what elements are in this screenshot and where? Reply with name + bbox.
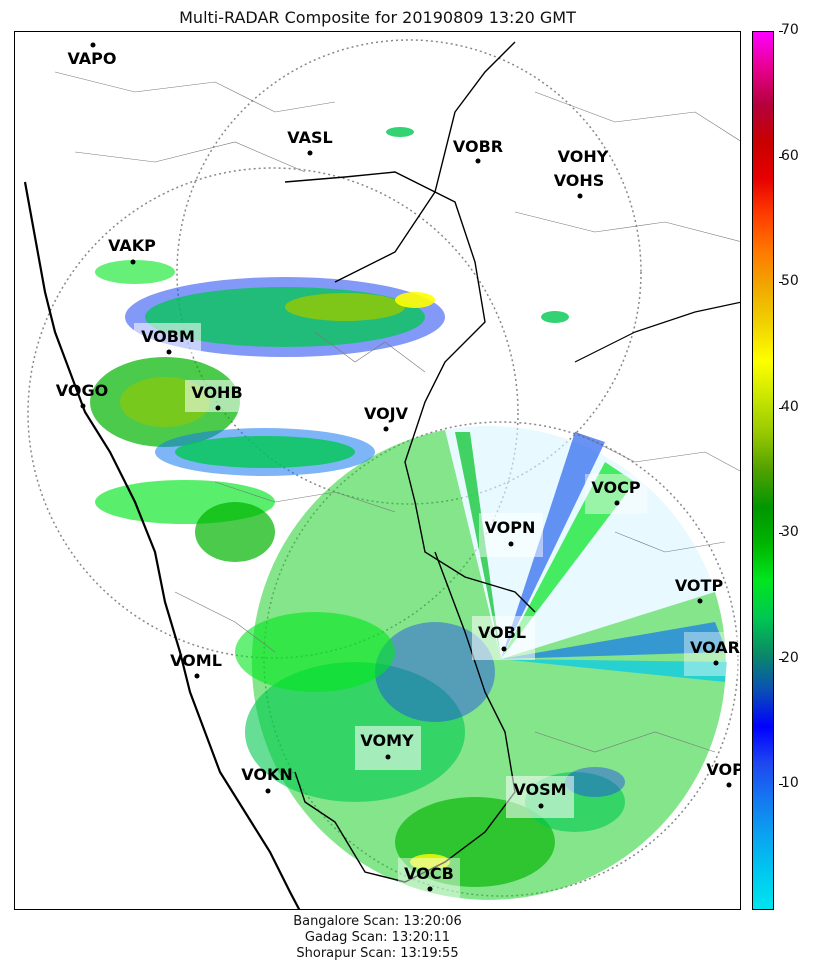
- station-marker: [427, 886, 433, 892]
- station-marker: [90, 42, 96, 48]
- station-marker: [475, 158, 481, 164]
- district-boundaries: [54, 71, 740, 753]
- station-vobm[interactable]: VOBM: [134, 323, 201, 355]
- station-marker: [307, 150, 313, 156]
- station-marker: [383, 426, 389, 432]
- station-label: VOAR: [690, 638, 740, 657]
- station-marker: [166, 349, 172, 355]
- station-marker: [385, 754, 391, 760]
- station-label: VAPO: [67, 49, 116, 68]
- gadag-range-ring: [27, 167, 519, 659]
- station-voar[interactable]: VOAR: [684, 632, 741, 676]
- boundary-lines: [23, 41, 740, 909]
- station-marker: [713, 660, 719, 666]
- station-vasl[interactable]: VASL: [287, 128, 333, 156]
- station-label: VOBM: [141, 327, 195, 346]
- station-marker: [130, 259, 136, 265]
- station-vosm[interactable]: VOSM: [506, 776, 574, 818]
- station-voml[interactable]: VOML: [170, 651, 222, 679]
- station-vohs[interactable]: VOHS: [554, 171, 605, 199]
- colorbar-tick-70: 70: [779, 22, 799, 38]
- bangalore-scan-time: Bangalore Scan: 13:20:06: [293, 914, 462, 929]
- station-marker: [614, 500, 620, 506]
- station-marker: [508, 541, 514, 547]
- station-label: VOSM: [513, 780, 566, 799]
- station-label: VOBR: [453, 137, 503, 156]
- colorbar-tick-40: 40: [779, 398, 799, 415]
- station-label: VOBL: [478, 623, 526, 642]
- station-label: VOJV: [364, 404, 409, 423]
- station-vakp[interactable]: VAKP: [108, 236, 156, 265]
- colorbar-tick-50: 50: [779, 273, 799, 290]
- station-marker: [215, 405, 221, 411]
- station-marker: [577, 193, 583, 199]
- colorbar-tick-30: 30: [779, 524, 799, 541]
- station-vobr[interactable]: VOBR: [453, 137, 503, 164]
- station-vopn[interactable]: VOPN: [479, 513, 543, 557]
- station-label: VASL: [287, 128, 332, 147]
- station-vocp[interactable]: VOCP: [585, 474, 647, 514]
- reflectivity-colorbar: [752, 31, 774, 910]
- station-label: VOHS: [554, 171, 605, 190]
- precipitation-echoes: [90, 127, 625, 887]
- station-votp[interactable]: VOTP: [675, 576, 724, 604]
- station-vokn[interactable]: VOKN: [241, 765, 293, 794]
- station-label: VOPN: [485, 518, 536, 537]
- station-marker: [697, 598, 703, 604]
- station-label: VAKP: [108, 236, 156, 255]
- radar-map-canvas: VAPO VASL VOBR VOHY VOHS VAKP: [23, 39, 741, 909]
- station-vogo[interactable]: VOGO: [56, 381, 108, 409]
- shorapur-scan-time: Shorapur Scan: 13:19:55: [296, 946, 459, 961]
- colorbar-tick-60: 60: [779, 147, 799, 164]
- station-label: VOKN: [241, 765, 293, 784]
- station-label: VOML: [170, 651, 222, 670]
- west-coastline: [23, 181, 301, 909]
- station-label: VOMY: [360, 731, 414, 750]
- station-vobl[interactable]: VOBL: [472, 616, 535, 660]
- map-title: Multi-RADAR Composite for 20190809 13:20…: [179, 8, 576, 27]
- station-vojv[interactable]: VOJV: [364, 404, 409, 432]
- state-boundary-north: [334, 41, 516, 283]
- scan-times: Bangalore Scan: 13:20:06 Gadag Scan: 13:…: [14, 914, 741, 962]
- station-vapo[interactable]: VAPO: [67, 42, 117, 69]
- station-marker: [194, 673, 200, 679]
- colorbar-tick-10: 10: [779, 775, 799, 792]
- station-marker: [265, 788, 271, 794]
- station-vocb[interactable]: VOCB: [398, 858, 460, 900]
- station-marker: [501, 646, 507, 652]
- radar-map[interactable]: VAPO VASL VOBR VOHY VOHS VAKP: [14, 31, 741, 910]
- colorbar-tick-20: 20: [779, 649, 799, 666]
- station-label: VOHY: [558, 147, 609, 166]
- station-vopc[interactable]: VOPC: [706, 760, 741, 788]
- station-label: VOCP: [591, 478, 640, 497]
- state-boundary-east: [574, 301, 740, 363]
- station-vohb[interactable]: VOHB: [185, 380, 249, 412]
- state-boundary-central: [284, 171, 536, 613]
- station-marker: [726, 782, 732, 788]
- station-marker: [80, 403, 86, 409]
- bangalore-range-ring: [263, 421, 739, 897]
- shorapur-range-ring: [176, 39, 642, 505]
- station-vomy[interactable]: VOMY: [355, 726, 421, 770]
- station-label: VOHB: [191, 383, 242, 402]
- state-boundary-south: [294, 551, 516, 883]
- station-label: VOGO: [56, 381, 108, 400]
- colorbar-tick-labels: 10 20 30 40 50 60 70: [775, 22, 825, 910]
- station-marker: [538, 803, 544, 809]
- station-vohy[interactable]: VOHY: [558, 147, 609, 166]
- gadag-scan-time: Gadag Scan: 13:20:11: [304, 930, 451, 945]
- station-label: VOTP: [675, 576, 724, 595]
- station-label: VOCB: [404, 864, 454, 883]
- station-label: VOPC: [706, 760, 741, 779]
- radar-range-rings: [27, 39, 739, 897]
